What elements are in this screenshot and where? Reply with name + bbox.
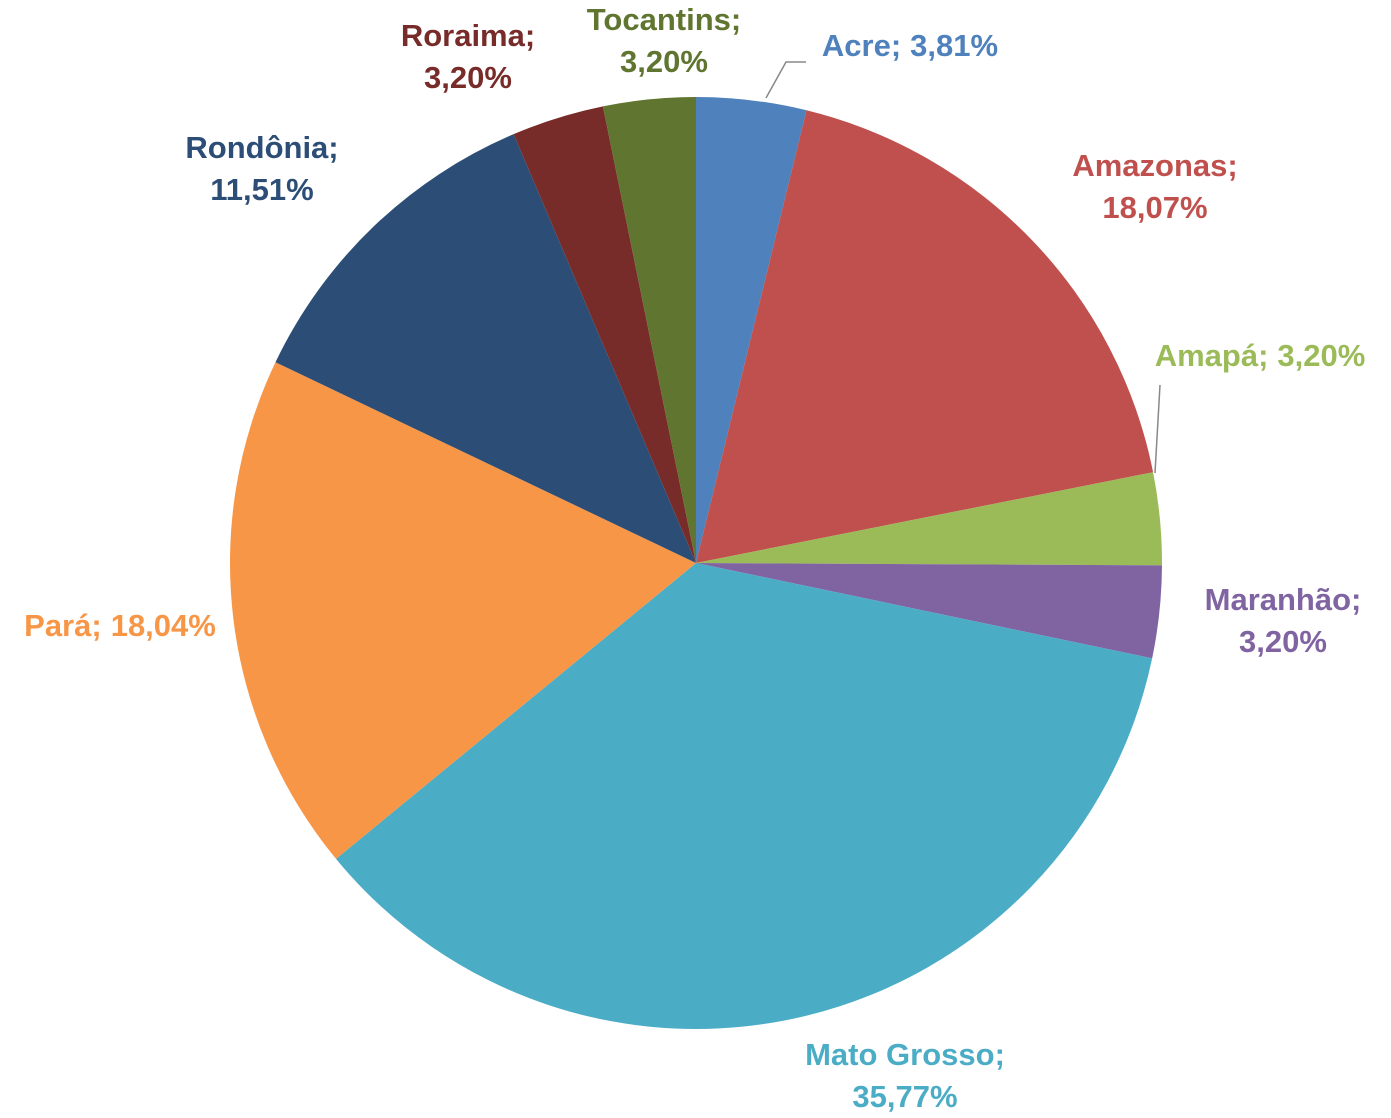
category-name: Mato Grosso [805, 1037, 994, 1072]
category-name: Maranhão [1205, 582, 1351, 617]
value-label: 3,20% [620, 44, 708, 79]
pie-slice [513, 106, 696, 563]
label-separator: ; [731, 2, 741, 37]
pie-slice [696, 110, 1154, 564]
pie-slice [229, 362, 697, 859]
label-separator: ; [891, 28, 901, 63]
pie-slice [602, 97, 696, 563]
label-separator: ; [91, 608, 101, 643]
pie-slice [336, 563, 1153, 1029]
category-name: Rondônia [185, 130, 329, 165]
value-label: 18,04% [111, 608, 216, 643]
data-label: Mato Grosso; 35,77% [805, 1037, 1005, 1114]
label-separator: ; [995, 1037, 1005, 1072]
value-label: 3,81% [910, 28, 998, 63]
label-separator: ; [525, 18, 535, 53]
value-label: 3,20% [1239, 624, 1327, 659]
category-name: Tocantins [587, 2, 731, 37]
data-label: Maranhão; 3,20% [1205, 582, 1362, 659]
pie-slice [275, 134, 696, 563]
data-label: Amapá; 3,20% [1155, 338, 1366, 373]
label-separator: ; [1227, 148, 1237, 183]
value-label: 18,07% [1102, 190, 1207, 225]
data-label: Tocantins; 3,20% [587, 2, 741, 79]
pie-slice [696, 472, 1162, 566]
data-label: Roraima; 3,20% [401, 18, 535, 95]
value-label: 11,51% [210, 172, 313, 207]
category-name: Amapá [1155, 338, 1259, 373]
category-name: Acre [822, 28, 891, 63]
data-label: Acre; 3,81% [822, 28, 998, 63]
category-name: Roraima [401, 18, 526, 53]
data-label: Rondônia; 11,51% [185, 130, 338, 207]
leader-line [765, 61, 806, 99]
category-name: Amazonas [1072, 148, 1227, 183]
pie-slice [696, 97, 807, 563]
data-label: Amazonas; 18,07% [1072, 148, 1237, 225]
value-label: 3,20% [1277, 338, 1365, 373]
label-separator: ; [1351, 582, 1361, 617]
label-separator: ; [1258, 338, 1268, 373]
category-name: Pará [24, 608, 92, 643]
data-label: Pará; 18,04% [24, 608, 216, 643]
value-label: 35,77% [852, 1079, 957, 1114]
pie-slice [696, 563, 1162, 659]
value-label: 3,20% [424, 60, 512, 95]
leader-line [1154, 384, 1161, 474]
label-separator: ; [328, 130, 338, 165]
